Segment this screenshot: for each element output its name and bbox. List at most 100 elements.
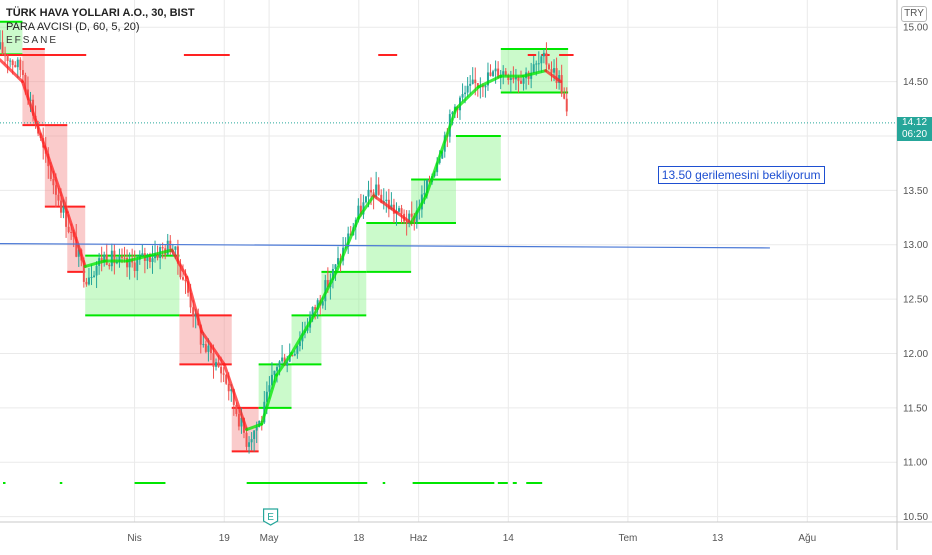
text-annotation[interactable]: 13.50 gerilemesini bekliyorum <box>657 166 825 185</box>
indicator-line-segment <box>222 362 249 432</box>
indicator-line-segment <box>372 194 398 214</box>
candle-body <box>174 246 177 250</box>
candle-body <box>19 59 22 71</box>
x-tick-label: 13 <box>712 533 724 544</box>
indicator-line-segment <box>521 69 548 78</box>
candle-body <box>370 189 373 193</box>
candle-body <box>220 366 223 374</box>
candle-body <box>547 64 550 70</box>
candle-body <box>222 373 225 375</box>
candle-body <box>461 94 464 98</box>
candle-body <box>400 208 403 214</box>
y-tick-label: 12.00 <box>903 349 928 360</box>
x-tick-label: 14 <box>503 533 515 544</box>
candle-body <box>57 194 60 201</box>
candle-body <box>9 60 12 62</box>
indicator-line-segment <box>409 194 428 225</box>
candle-body <box>560 75 563 94</box>
y-tick-label: 11.50 <box>903 403 928 414</box>
candle-body <box>227 383 230 392</box>
candle-body <box>286 361 289 366</box>
candle-body <box>207 345 210 352</box>
candle-body <box>469 83 472 86</box>
candle-body <box>225 374 228 384</box>
candle-body <box>364 196 367 203</box>
candle-body <box>415 210 418 223</box>
indicator-line-segment <box>476 74 503 89</box>
candle-body <box>553 68 556 73</box>
candle-body <box>62 206 65 213</box>
candle-body <box>133 262 136 271</box>
candle-body <box>425 180 428 194</box>
candle-body <box>141 253 144 257</box>
candle-body <box>128 258 131 268</box>
candle-body <box>535 63 538 65</box>
candle-body <box>398 208 401 212</box>
candle-body <box>385 199 388 201</box>
candle-body <box>512 77 515 80</box>
candle-body <box>169 240 172 253</box>
candle-body <box>93 275 96 277</box>
indicator-line-segment <box>0 58 24 84</box>
candle-body <box>507 75 510 81</box>
candle-body <box>16 59 19 68</box>
last-price-value: 14.12 <box>901 116 928 128</box>
candle-body <box>154 253 157 259</box>
candle-body <box>14 65 17 68</box>
candle-body <box>103 254 106 263</box>
candle-body <box>52 179 55 186</box>
candle-body <box>235 404 238 414</box>
y-tick-label: 14.50 <box>903 77 928 88</box>
candle-body <box>520 80 523 84</box>
indicator-line-segment <box>43 145 69 214</box>
candle-body <box>466 85 469 93</box>
candle-body <box>77 249 80 257</box>
y-tick-label: 10.50 <box>903 512 928 523</box>
trend-zone <box>0 21 23 55</box>
y-tick-label: 12.50 <box>903 295 928 306</box>
candle-body <box>148 254 151 262</box>
candle-body <box>380 194 383 203</box>
y-tick-label: 11.00 <box>903 458 928 469</box>
candle-body <box>118 256 121 262</box>
indicator-title[interactable]: PARA AVCISI (D, 60, 5, 20) <box>6 21 140 33</box>
candle-body <box>504 71 507 76</box>
trend-zone <box>22 48 45 126</box>
candle-body <box>217 362 220 367</box>
candle-body <box>189 292 192 308</box>
candle-body <box>237 413 240 427</box>
x-tick-label: 19 <box>219 533 231 544</box>
candle-body <box>32 99 35 116</box>
candle-body <box>375 184 378 197</box>
candle-body <box>123 257 126 259</box>
candle-body <box>184 279 187 282</box>
candle-body <box>248 442 251 447</box>
candle-body <box>230 389 233 392</box>
candle-body <box>59 200 62 213</box>
y-tick-label: 13.00 <box>903 240 928 251</box>
indicator-line-segment <box>275 351 294 377</box>
candle-body <box>484 85 487 88</box>
candle-body <box>387 199 390 210</box>
indicator-line-segment <box>20 80 47 149</box>
indicator-line-segment <box>170 248 189 279</box>
candle-body <box>311 307 314 317</box>
indicator-line-segment <box>424 150 443 198</box>
candle-body <box>245 432 248 447</box>
candle-body <box>423 193 426 195</box>
candle-body <box>273 370 276 375</box>
last-price-tag: 14.12 06:20 <box>897 116 932 141</box>
candle-body <box>542 52 545 57</box>
candle-body <box>359 205 362 215</box>
symbol-title[interactable]: TÜRK HAVA YOLLARI A.O., 30, BIST <box>6 7 195 19</box>
candle-body <box>555 68 558 83</box>
candle-body <box>4 53 7 57</box>
candle-body <box>232 389 235 405</box>
candle-body <box>21 70 24 76</box>
chart-legend: TÜRK HAVA YOLLARI A.O., 30, BIST PARA AV… <box>6 6 195 48</box>
currency-button[interactable]: TRY <box>901 6 927 22</box>
candle-body <box>377 184 380 195</box>
candle-body <box>24 75 27 90</box>
